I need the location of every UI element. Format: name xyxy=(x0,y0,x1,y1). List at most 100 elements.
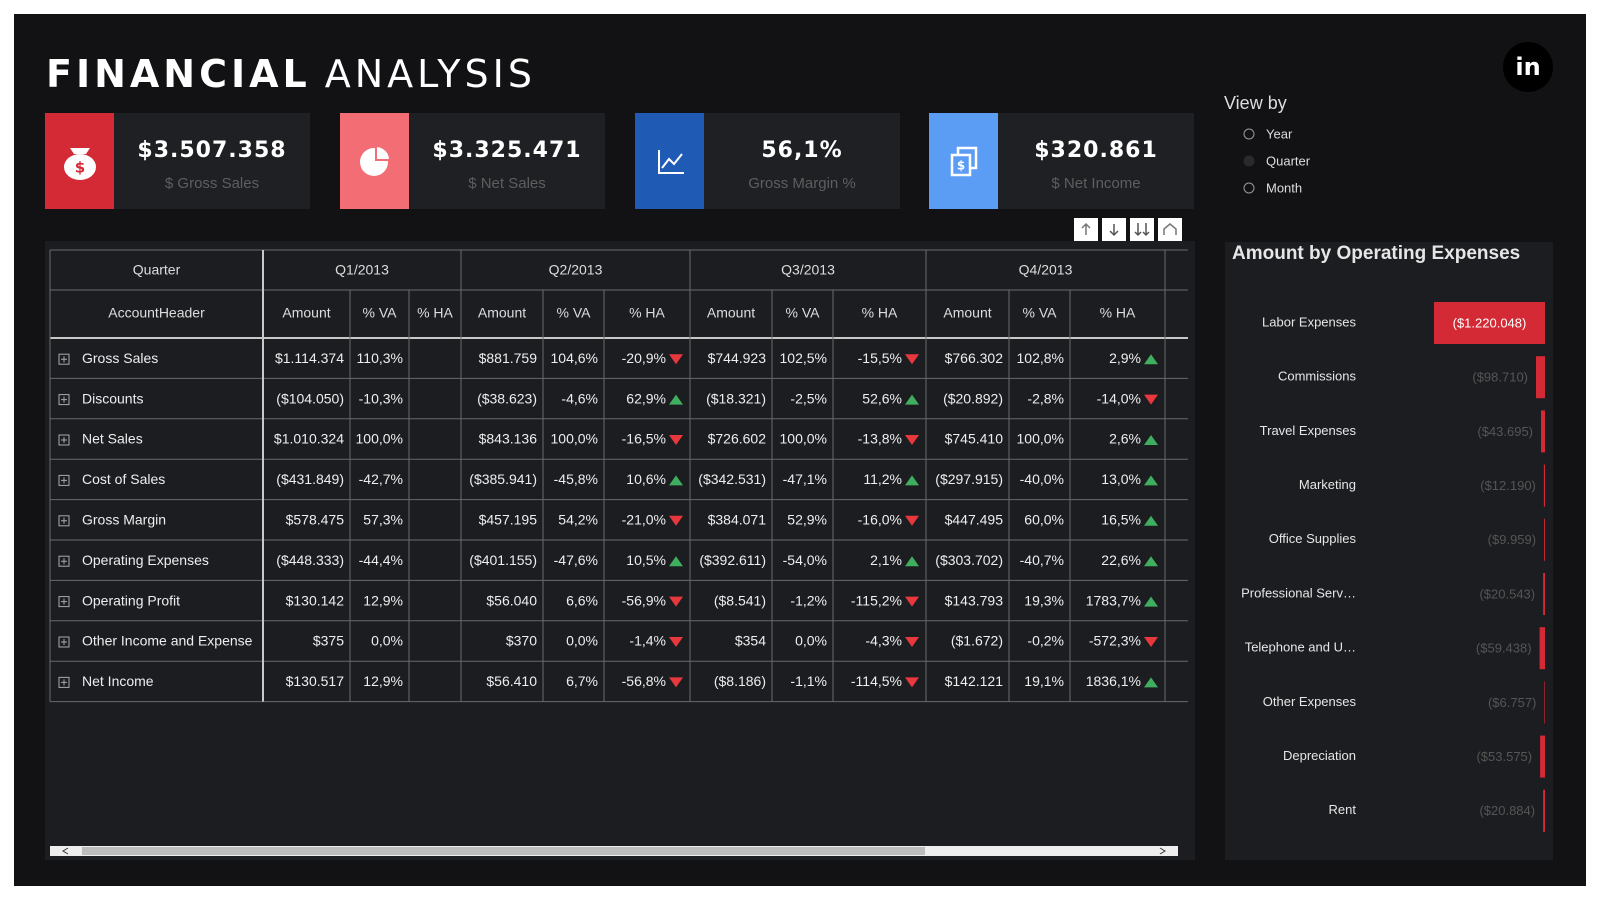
bar[interactable] xyxy=(1541,410,1545,453)
bar[interactable] xyxy=(1544,518,1545,561)
row-header: Net Sales xyxy=(82,431,143,447)
column-header: % VA xyxy=(1023,305,1058,321)
bar[interactable] xyxy=(1543,789,1545,832)
column-header: % VA xyxy=(557,305,592,321)
table-cell: -2,8% xyxy=(1027,390,1064,406)
bar[interactable] xyxy=(1539,627,1545,670)
row-header: Operating Expenses xyxy=(82,552,209,568)
expand-icon[interactable] xyxy=(58,596,70,608)
table-cell: $370 xyxy=(506,633,537,649)
table-cell: ($448.333) xyxy=(276,552,344,568)
table-cell: $1.010.324 xyxy=(274,431,344,447)
table-cell: 11,2% xyxy=(863,471,902,487)
expand-icon[interactable] xyxy=(58,515,70,527)
trend-down-arrow xyxy=(905,596,919,607)
expand-icon[interactable] xyxy=(58,474,70,486)
table-panel xyxy=(45,241,1195,860)
value-label: ($20.543) xyxy=(1479,586,1535,601)
linkedin-icon[interactable] xyxy=(1503,42,1553,92)
table-cell: ($385.941) xyxy=(469,471,537,487)
trend-down-arrow xyxy=(905,677,919,688)
bar[interactable] xyxy=(1543,464,1545,507)
table-cell: -13,8% xyxy=(858,431,902,447)
radio-label[interactable]: Year xyxy=(1266,126,1293,141)
expand-icon[interactable] xyxy=(58,636,70,648)
expand-icon-plus[interactable] xyxy=(61,396,67,403)
value-label: ($1.220.048) xyxy=(1453,315,1527,330)
drill-up-button[interactable] xyxy=(1158,218,1182,241)
table-cell: -572,3% xyxy=(1089,633,1141,649)
table-cell: 2,1% xyxy=(870,552,902,568)
trend-down-arrow xyxy=(1144,394,1158,405)
bar[interactable] xyxy=(1536,356,1545,399)
expand-icon[interactable] xyxy=(58,434,70,446)
table-cell: -115,2% xyxy=(851,592,902,608)
radio-button[interactable] xyxy=(1243,128,1255,140)
table-cell: $143.793 xyxy=(945,592,1004,608)
table-cell: $447.495 xyxy=(945,512,1004,528)
table-cell: -42,7% xyxy=(359,471,403,487)
table-cell: 110,3% xyxy=(357,350,403,366)
trend-up-arrow xyxy=(669,394,683,405)
expand-icon-plus[interactable] xyxy=(61,477,67,484)
table-cell: $843.136 xyxy=(479,431,538,447)
kpi-cards: $ $ xyxy=(45,113,1194,209)
column-group-header: Q2/2013 xyxy=(549,262,603,278)
title-light: ANALYSIS xyxy=(325,52,536,96)
expand-icon-plus[interactable] xyxy=(61,598,67,605)
trend-down-arrow xyxy=(905,435,919,445)
table-cell: -47,6% xyxy=(554,552,598,568)
table-cell: $745.410 xyxy=(945,431,1004,447)
table-cell: -4,6% xyxy=(561,390,598,406)
row-header: Discounts xyxy=(82,390,143,406)
expand-all-button[interactable] xyxy=(1130,218,1154,241)
table-cell: 22,6% xyxy=(1101,552,1141,568)
expand-icon-plus[interactable] xyxy=(61,356,67,363)
table-cell: 52,9% xyxy=(787,512,827,528)
bar[interactable] xyxy=(1544,681,1545,724)
expand-icon[interactable] xyxy=(58,394,70,406)
trend-up-arrow xyxy=(1144,677,1158,688)
table-cell: ($20.892) xyxy=(943,390,1003,406)
column-header: AccountHeader xyxy=(108,305,205,321)
expand-icon-plus[interactable] xyxy=(61,437,67,443)
value-label: ($6.757) xyxy=(1488,695,1536,710)
scroll-right[interactable] xyxy=(1159,847,1166,855)
bar[interactable] xyxy=(1434,302,1545,344)
scrollbar-thumb[interactable] xyxy=(82,847,925,855)
radio-button[interactable] xyxy=(1243,182,1255,194)
table-cell: 100,0% xyxy=(356,431,403,447)
expand-icon-plus[interactable] xyxy=(61,639,67,645)
expand-icon-plus[interactable] xyxy=(61,679,67,686)
bar[interactable] xyxy=(1543,573,1545,615)
table-cell: 57,3% xyxy=(363,512,403,528)
radio-button[interactable] xyxy=(1243,155,1255,167)
radio-label[interactable]: Month xyxy=(1266,180,1302,195)
trend-down-arrow xyxy=(905,637,919,647)
radio-label[interactable]: Quarter xyxy=(1266,153,1311,168)
trend-up-arrow xyxy=(1144,515,1158,526)
svg-text:$: $ xyxy=(957,159,965,173)
table-cell: 1836,1% xyxy=(1086,673,1141,689)
kpi-icon-bg xyxy=(635,113,704,209)
table-cell: ($18.321) xyxy=(706,390,766,406)
table-cell: 100,0% xyxy=(780,431,827,447)
expand-icon[interactable] xyxy=(58,676,70,688)
expand-icon[interactable] xyxy=(58,555,70,567)
column-header: % VA xyxy=(363,305,398,321)
pie-icon xyxy=(360,144,392,176)
table-cell: $384.071 xyxy=(708,512,767,528)
scroll-left[interactable] xyxy=(62,847,69,855)
chart-panel xyxy=(1225,242,1553,860)
bar[interactable] xyxy=(1540,735,1545,778)
expand-icon-plus[interactable] xyxy=(61,517,67,524)
table-cell: ($342.531) xyxy=(698,471,766,487)
row-header: Other Income and Expense xyxy=(82,633,253,649)
expand-icon[interactable] xyxy=(58,353,70,365)
table-cell: 104,6% xyxy=(551,350,598,366)
expand-icon-plus[interactable] xyxy=(61,558,67,565)
table-cell: 6,6% xyxy=(566,592,598,608)
linkedin-text[interactable]: in xyxy=(1515,53,1540,81)
table-cell: ($1.672) xyxy=(951,633,1003,649)
